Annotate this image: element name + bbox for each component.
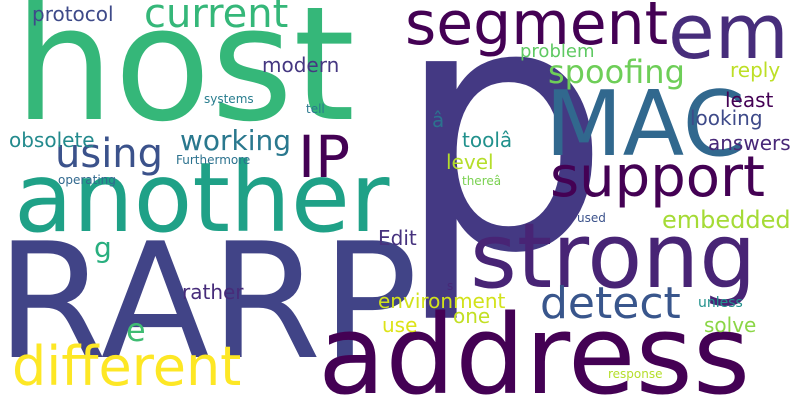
word-ip: IP [298,123,351,191]
word-host: host [14,0,356,157]
word-a-circ: â [432,108,445,132]
word-tool: toolâ [462,128,513,152]
word-segment: segment [405,0,669,59]
word-em: em [668,0,789,76]
word-strong: strong [470,204,757,309]
word-rather: rather [182,280,244,304]
word-problem: problem [520,41,595,62]
word-unless: unless [698,295,743,311]
word-response: response [608,367,663,381]
word-g: g [94,231,112,264]
word-using: using [55,131,164,177]
word-address: address [318,291,751,400]
word-use: use [382,313,418,337]
word-protocol: protocol [32,2,114,26]
word-one: one [453,304,491,328]
word-current: current [144,0,289,37]
word-support: support [550,145,766,210]
word-level: level [446,150,494,174]
word-modern: modern [262,53,340,77]
word-spoofing: spoofing [548,53,685,91]
word-e: e [126,311,146,349]
word-working: working [180,124,292,157]
word-tell: tell [306,102,325,116]
word-looking: looking [690,106,763,130]
word-mac: MAC [545,72,746,177]
word-furthermore: Furthermore [176,153,251,167]
word-obsolete: obsolete [9,128,95,152]
word-embedded: embedded [662,206,791,234]
word-used: used [577,211,606,225]
word-operating: operating [58,173,116,187]
word-detect: detect [540,278,681,329]
word-there: thereâ [462,174,502,188]
word-answers: answers [708,131,791,155]
word-edit: Edit [378,226,417,250]
word-rarp: RARP [0,208,418,395]
word-systems: systems [204,92,254,106]
word-least: least [725,88,774,112]
word-another: another [14,142,390,254]
word-solve: solve [704,313,757,337]
word-s: s [447,279,454,293]
word-environment: environment [378,289,506,313]
word-p: p [395,0,611,328]
word-different: different [12,335,242,398]
word-reply: reply [730,58,781,82]
